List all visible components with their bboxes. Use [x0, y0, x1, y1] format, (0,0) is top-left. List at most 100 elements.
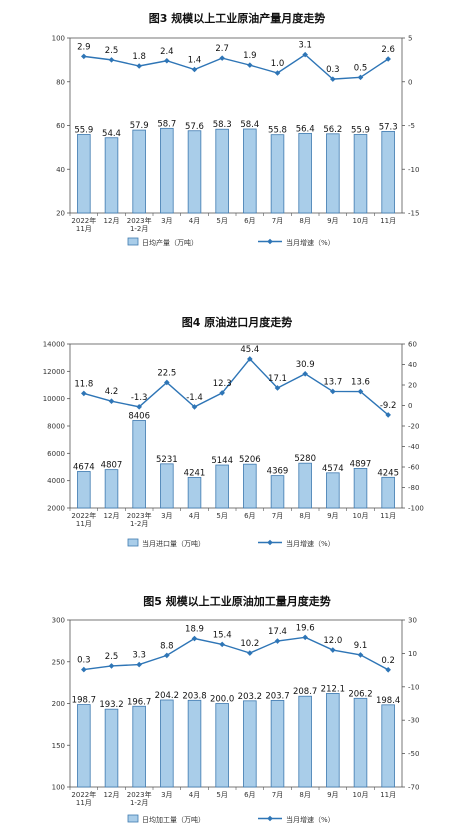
bar	[381, 476, 395, 509]
category-label: 8月	[299, 217, 310, 225]
legend-line-marker	[267, 238, 273, 245]
bar	[132, 705, 146, 788]
category-label: 7月	[272, 217, 283, 225]
growth-data-label: 18.9	[185, 625, 204, 635]
growth-marker	[385, 412, 391, 418]
category-label: 2023年 1-2月	[127, 216, 152, 233]
bar	[215, 464, 229, 509]
bar-data-label: 208.7	[293, 687, 317, 697]
right-axis-tick-label: 30	[408, 617, 417, 625]
right-axis-tick-label: -10	[408, 166, 419, 174]
bar-data-label: 5144	[211, 456, 233, 466]
bar-data-label: 198.4	[376, 696, 400, 706]
category-label: 11月	[380, 791, 396, 799]
bar	[326, 133, 340, 214]
bar-data-label: 56.4	[296, 124, 315, 134]
growth-marker	[108, 398, 115, 404]
chart-title: 图4 原油进口月度走势	[182, 315, 292, 329]
growth-marker	[330, 388, 336, 395]
right-axis-tick-label: -5	[408, 122, 415, 130]
bar	[77, 134, 91, 214]
bar	[77, 704, 91, 788]
growth-marker	[357, 652, 364, 658]
left-axis-tick-label: 6000	[47, 450, 65, 458]
left-axis-tick-label: 200	[52, 700, 65, 708]
growth-marker	[136, 404, 142, 410]
growth-data-label: 3.1	[298, 41, 312, 51]
bar-data-label: 4674	[73, 462, 95, 472]
bar-data-label: 196.7	[127, 697, 151, 707]
bar	[298, 132, 312, 214]
growth-data-label: 2.5	[105, 652, 119, 662]
left-axis-tick-label: 100	[52, 35, 65, 43]
bar-data-label: 212.1	[321, 684, 345, 694]
category-label: 3月	[161, 217, 172, 225]
bar-data-label: 58.4	[240, 120, 259, 130]
bar	[104, 137, 119, 214]
growth-data-label: 10.2	[240, 639, 259, 649]
growth-data-label: 2.7	[215, 44, 229, 54]
bar	[243, 128, 257, 214]
category-label: 12月	[104, 512, 120, 520]
bar-data-label: 193.2	[99, 700, 123, 710]
bar	[215, 128, 229, 214]
growth-data-label: 12.0	[323, 636, 342, 646]
category-label: 6月	[244, 791, 255, 799]
right-axis-tick-label: 40	[408, 361, 417, 369]
legend-bar-label: 当月进口量（万吨）	[142, 539, 205, 548]
right-axis-tick-label: -100	[408, 505, 424, 513]
bar-data-label: 4897	[350, 459, 372, 469]
bar	[160, 463, 174, 509]
bar-data-label: 55.9	[351, 125, 370, 135]
category-label: 5月	[216, 512, 227, 520]
category-label: 9月	[327, 791, 338, 799]
growth-marker	[219, 390, 225, 396]
category-label: 4月	[189, 512, 200, 520]
right-axis-tick-label: 5	[408, 35, 412, 43]
category-label: 8月	[299, 791, 310, 799]
right-axis-tick-label: -40	[408, 443, 419, 451]
growth-marker	[385, 56, 391, 62]
bar-data-label: 4807	[101, 461, 123, 471]
category-label: 11月	[380, 217, 396, 225]
growth-data-label: 2.6	[381, 45, 395, 55]
left-axis-tick-label: 300	[52, 617, 65, 625]
right-axis-tick-label: 0	[408, 78, 412, 86]
growth-data-label: 13.7	[323, 377, 342, 387]
growth-data-label: 45.4	[240, 345, 259, 355]
bar-data-label: 206.2	[348, 689, 372, 699]
bar	[326, 472, 340, 509]
growth-marker	[274, 638, 281, 644]
left-axis-tick-label: 12000	[43, 368, 65, 376]
bar-data-label: 200.0	[210, 695, 234, 705]
left-axis-tick-label: 20	[56, 210, 65, 218]
growth-data-label: 1.9	[243, 51, 257, 61]
bar	[187, 699, 202, 788]
plot-area-border	[69, 343, 403, 509]
growth-marker	[302, 371, 308, 377]
growth-data-label: 8.8	[160, 641, 174, 651]
left-axis-tick-label: 80	[56, 78, 65, 86]
growth-data-label: 3.3	[132, 651, 146, 661]
bar	[132, 129, 146, 214]
growth-marker	[108, 57, 115, 63]
growth-marker	[274, 385, 281, 391]
bar	[381, 131, 395, 214]
growth-data-label: 22.5	[157, 368, 176, 378]
category-label: 4月	[189, 791, 200, 799]
bar	[160, 699, 174, 788]
growth-data-label: 9.1	[354, 641, 368, 651]
left-axis-tick-label: 4000	[47, 477, 65, 485]
bar	[353, 697, 368, 788]
category-label: 9月	[327, 512, 338, 520]
bar	[187, 476, 202, 509]
bar-data-label: 57.6	[185, 122, 204, 132]
growth-data-label: 2.9	[77, 42, 91, 52]
bar	[270, 700, 285, 788]
bar	[187, 130, 202, 214]
growth-marker	[247, 650, 253, 656]
bar-data-label: 58.7	[157, 119, 176, 129]
legend-bar-swatch	[127, 237, 139, 246]
